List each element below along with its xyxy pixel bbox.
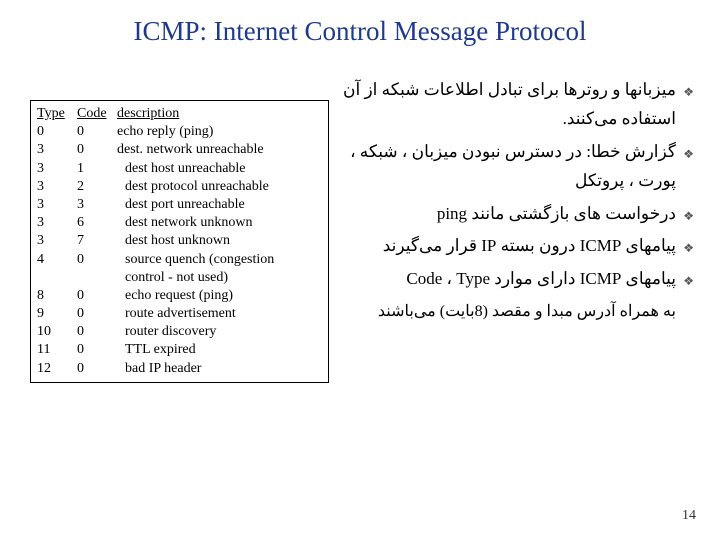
cell-type: 4: [37, 251, 77, 269]
cell-type: 11: [37, 341, 77, 359]
table-row: 40source quench (congestion: [37, 251, 322, 269]
cell-type: 0: [37, 123, 77, 141]
icmp-table: Type Code description 00echo reply (ping…: [30, 100, 329, 383]
cell-code: 2: [77, 178, 117, 196]
cell-type: 10: [37, 323, 77, 341]
cell-code: [77, 269, 117, 287]
cell-description: dest network unknown: [117, 214, 322, 232]
bullet-1: ❖ میزبانها و روترها برای تبادل اطلاعات ش…: [339, 76, 694, 134]
cell-code: 0: [77, 305, 117, 323]
table-row: 33dest port unreachable: [37, 196, 322, 214]
bullet-list: ❖ میزبانها و روترها برای تبادل اطلاعات ش…: [339, 76, 694, 325]
cell-type: 3: [37, 196, 77, 214]
diamond-icon: ❖: [683, 206, 694, 226]
cell-type: 3: [37, 232, 77, 250]
table-row: 90route advertisement: [37, 305, 322, 323]
bullet-1-text: میزبانها و روترها برای تبادل اطلاعات شبک…: [343, 80, 676, 128]
cell-description: echo reply (ping): [117, 123, 322, 141]
bullet-4-post: قرار می‌گیرند: [383, 236, 477, 255]
cell-description: dest port unreachable: [117, 196, 322, 214]
diamond-icon: ❖: [683, 271, 694, 291]
cell-code: 0: [77, 287, 117, 305]
cell-description: bad IP header: [117, 360, 322, 378]
table-row: 00echo reply (ping): [37, 123, 322, 141]
table-row: 32dest protocol unreachable: [37, 178, 322, 196]
table-row: 110TTL expired: [37, 341, 322, 359]
page-number: 14: [682, 508, 696, 524]
bullet-5-mid: دارای موارد: [490, 269, 575, 288]
table-row: 31dest host unreachable: [37, 160, 322, 178]
cell-code: 0: [77, 341, 117, 359]
bullet-4-mid: درون بسته: [496, 236, 575, 255]
cell-code: 7: [77, 232, 117, 250]
cell-code: 0: [77, 251, 117, 269]
diamond-icon: ❖: [683, 238, 694, 258]
cell-code: 0: [77, 360, 117, 378]
cell-description: route advertisement: [117, 305, 322, 323]
cell-code: 3: [77, 196, 117, 214]
cell-code: 1: [77, 160, 117, 178]
cell-code: 0: [77, 323, 117, 341]
cell-type: 9: [37, 305, 77, 323]
bullet-5-pre: پیامهای: [621, 269, 676, 288]
header-description: description: [117, 105, 322, 123]
bullet-4-pre: پیامهای: [621, 236, 676, 255]
cell-description: router discovery: [117, 323, 322, 341]
bullet-5-sub: به همراه آدرس مبدا و مقصد (8بایت) می‌باش…: [339, 298, 694, 325]
cell-type: 3: [37, 178, 77, 196]
cell-type: 3: [37, 141, 77, 159]
cell-description: source quench (congestion: [117, 251, 322, 269]
table-body: 00echo reply (ping)30dest. network unrea…: [37, 123, 322, 378]
diamond-icon: ❖: [683, 144, 694, 164]
table-row: 120bad IP header: [37, 360, 322, 378]
cell-code: 0: [77, 141, 117, 159]
table-row: 37dest host unknown: [37, 232, 322, 250]
bullet-5-type: Type: [456, 265, 490, 294]
bullet-5-code: Code: [406, 265, 442, 294]
cell-description: dest protocol unreachable: [117, 178, 322, 196]
bullet-4: ❖ پیامهای ICMP درون بسته IP قرار می‌گیرن…: [339, 232, 694, 261]
cell-description: echo request (ping): [117, 287, 322, 305]
slide-title: ICMP: Internet Control Message Protocol: [0, 16, 720, 47]
cell-description: dest host unknown: [117, 232, 322, 250]
bullet-2-text: گزارش خطا: در دسترس نبودن میزبان ، شبکه …: [350, 142, 676, 190]
cell-type: 3: [37, 160, 77, 178]
cell-type: 8: [37, 287, 77, 305]
bullet-4-icmp: ICMP: [580, 232, 622, 261]
cell-type: 12: [37, 360, 77, 378]
bullet-2: ❖ گزارش خطا: در دسترس نبودن میزبان ، شبک…: [339, 138, 694, 196]
header-code: Code: [77, 105, 117, 123]
bullet-5: ❖ پیامهای ICMP دارای موارد Type ، Code: [339, 265, 694, 294]
cell-description: dest. network unreachable: [117, 141, 322, 159]
cell-code: 6: [77, 214, 117, 232]
bullet-3-ping: ping: [437, 200, 467, 229]
cell-description: TTL expired: [117, 341, 322, 359]
table-row: 100router discovery: [37, 323, 322, 341]
bullet-3: ❖ درخواست های بازگشتی مانند ping: [339, 200, 694, 229]
cell-description: control - not used): [117, 269, 322, 287]
table-row: 36dest network unknown: [37, 214, 322, 232]
header-type: Type: [37, 105, 77, 123]
cell-type: 3: [37, 214, 77, 232]
table-row: 80echo request (ping): [37, 287, 322, 305]
bullet-3-pre: درخواست های بازگشتی مانند: [467, 204, 676, 223]
diamond-icon: ❖: [683, 82, 694, 102]
table-header-row: Type Code description: [37, 105, 322, 123]
cell-code: 0: [77, 123, 117, 141]
bullet-5-icmp: ICMP: [580, 265, 622, 294]
table-row: 30dest. network unreachable: [37, 141, 322, 159]
cell-type: [37, 269, 77, 287]
cell-description: dest host unreachable: [117, 160, 322, 178]
table-row: control - not used): [37, 269, 322, 287]
bullet-4-ip: IP: [481, 232, 496, 261]
bullet-5-sep: ،: [442, 269, 452, 288]
